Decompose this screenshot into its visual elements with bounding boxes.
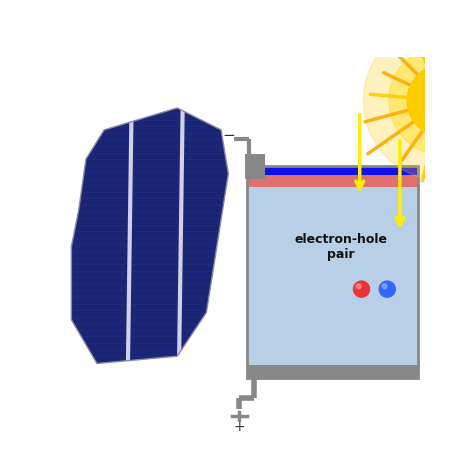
Bar bbox=[245, 164, 265, 179]
Text: −: − bbox=[222, 128, 235, 143]
Circle shape bbox=[407, 64, 474, 137]
Text: electron-hole
pair: electron-hole pair bbox=[294, 233, 387, 261]
Circle shape bbox=[382, 284, 387, 289]
Polygon shape bbox=[72, 108, 228, 364]
Bar bbox=[246, 187, 418, 365]
Text: +: + bbox=[234, 420, 245, 434]
Bar bbox=[246, 175, 418, 187]
Circle shape bbox=[364, 20, 474, 181]
Bar bbox=[245, 154, 265, 166]
Bar bbox=[246, 365, 418, 378]
Bar bbox=[246, 166, 418, 378]
Circle shape bbox=[389, 46, 474, 155]
Circle shape bbox=[354, 281, 370, 297]
Circle shape bbox=[379, 281, 395, 297]
Circle shape bbox=[356, 284, 361, 289]
Bar bbox=[246, 166, 418, 175]
